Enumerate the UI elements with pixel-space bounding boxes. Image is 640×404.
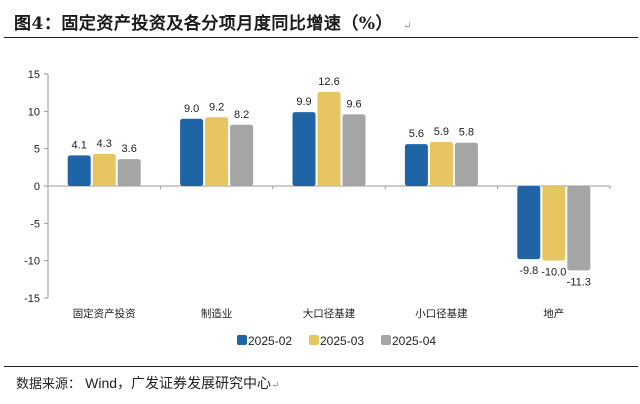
chart-title: 图4：固定资产投资及各分项月度同比增速（%） ↵: [14, 9, 412, 34]
y-tick-label: 0: [34, 181, 40, 193]
x-category-label: 固定资产投资: [73, 307, 136, 320]
bar-value-label: 5.8: [459, 127, 474, 139]
bar: [292, 112, 316, 186]
source-text: Wind，广发证券发展研究中心: [85, 375, 272, 391]
bar-value-label: 12.6: [318, 76, 339, 88]
y-tick-label: 10: [28, 106, 40, 118]
bar: [205, 117, 229, 186]
legend-label: 2025-03: [320, 334, 364, 348]
bar-value-label: 8.2: [234, 109, 249, 121]
bar-value-label: 5.9: [434, 126, 449, 138]
chart-axes: 15 10 5 0 -5 -10 -15: [24, 69, 611, 305]
bar: [429, 141, 453, 186]
legend-swatch: [309, 335, 319, 345]
bar: [92, 153, 116, 186]
bar-value-label: 9.2: [209, 101, 224, 113]
legend-label: 2025-02: [248, 334, 292, 348]
bar: [117, 159, 141, 186]
bar-value-label: 9.9: [296, 96, 311, 108]
bar-value-label: 9.0: [184, 103, 199, 115]
x-category-label: 制造业: [201, 307, 233, 320]
chart-category-labels: 固定资产投资 制造业 大口径基建 小口径基建 地产: [73, 307, 565, 320]
paragraph-mark-icon: ↵: [402, 21, 412, 32]
y-tick-label: -15: [24, 293, 40, 305]
y-tick-label: 15: [28, 69, 40, 81]
footer-divider: [4, 366, 638, 367]
source-prefix: 数据来源：: [16, 377, 82, 392]
title-divider: [4, 37, 638, 38]
y-tick-label: -10: [24, 256, 40, 268]
data-source-note: 数据来源： Wind，广发证券发展研究中心↵: [16, 373, 279, 393]
x-category-label: 小口径基建: [415, 307, 468, 320]
y-tick-label: 5: [34, 144, 40, 156]
bar-value-label: 5.6: [409, 128, 424, 140]
x-category-label: 地产: [543, 307, 564, 320]
bar-value-label: 9.6: [346, 98, 361, 110]
legend-swatch: [237, 335, 247, 345]
bar: [342, 114, 366, 186]
chart-value-labels: 4.1 4.3 3.6 9.0 9.2 8.2 9.9 12.6 9.6 5.6 5.9 5.8 -9.…: [72, 76, 591, 288]
paragraph-mark-icon: ↵: [271, 380, 280, 391]
bar: [317, 91, 341, 186]
bar: [180, 118, 204, 186]
y-tick-label: -5: [30, 218, 40, 230]
x-category-label: 大口径基建: [303, 307, 356, 320]
chart-title-text: 图4：固定资产投资及各分项月度同比增速（%）: [14, 14, 393, 34]
bar-value-label: -10.0: [541, 267, 566, 279]
bar: [404, 144, 428, 186]
legend-swatch: [381, 335, 391, 345]
chart-legend: 2025-02 2025-03 2025-04: [237, 334, 436, 348]
bar-value-label: 3.6: [122, 143, 137, 155]
bar: [230, 124, 254, 186]
bar: [454, 142, 478, 186]
bar-value-label: 4.3: [97, 138, 112, 150]
bar: [67, 155, 91, 186]
legend-label: 2025-04: [392, 334, 436, 348]
bar-value-label: 4.1: [72, 139, 87, 151]
bar-value-label: -11.3: [567, 276, 591, 288]
bar: [517, 186, 541, 260]
bar: [567, 186, 591, 271]
chart-bars: [67, 91, 591, 271]
bar-value-label: -9.8: [519, 265, 538, 277]
bar: [542, 186, 566, 261]
